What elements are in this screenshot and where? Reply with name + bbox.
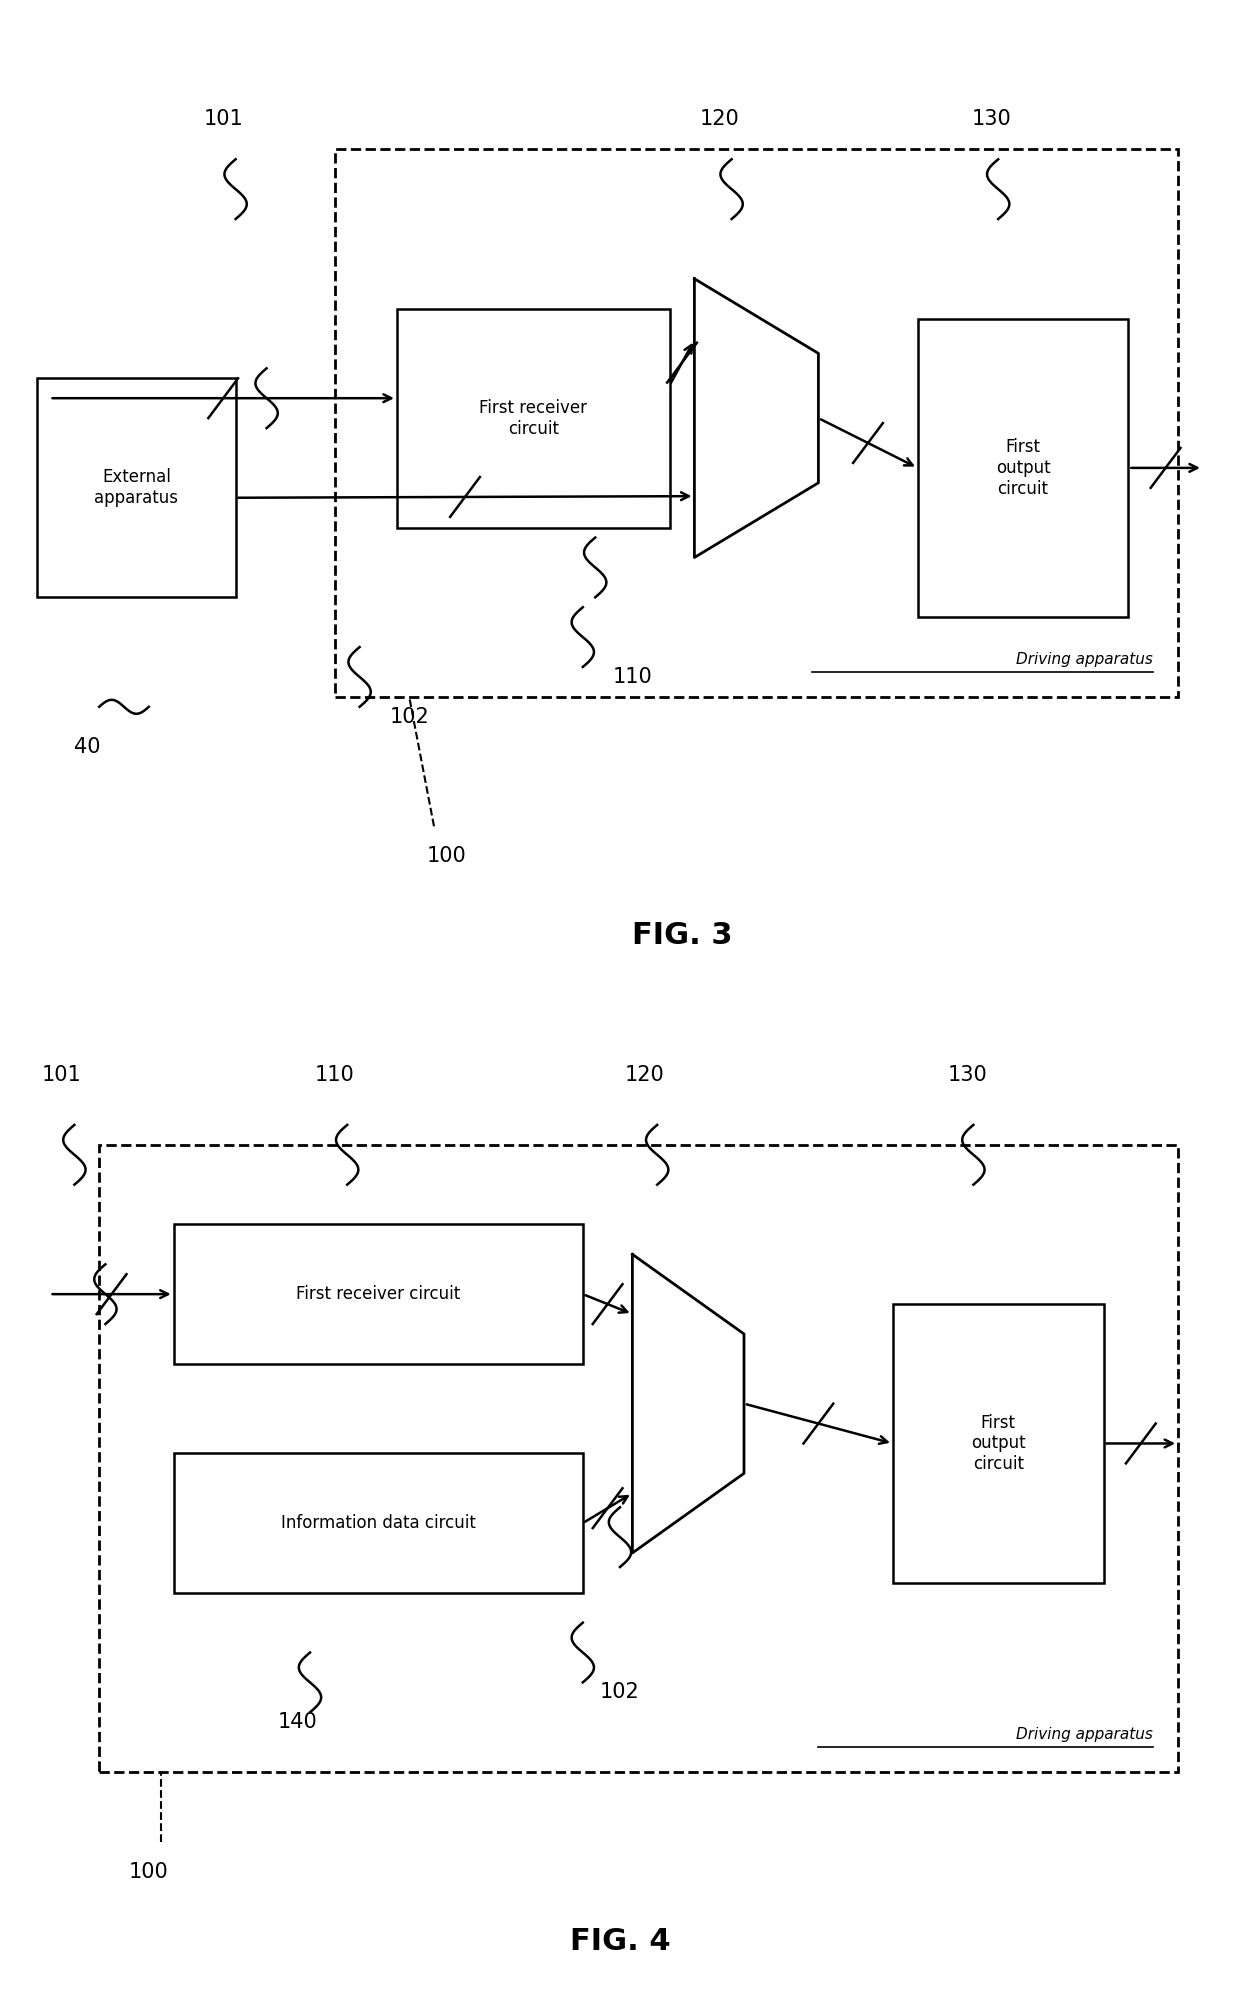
Text: 120: 120 (699, 110, 739, 129)
Text: 140: 140 (278, 1712, 317, 1732)
Text: 102: 102 (389, 707, 429, 727)
Text: 102: 102 (600, 1682, 640, 1702)
Bar (174, 1453, 583, 1593)
Text: First
output
circuit: First output circuit (996, 438, 1050, 498)
Text: 100: 100 (427, 846, 466, 866)
Bar (99, 1145, 1178, 1772)
Text: 40: 40 (73, 737, 100, 757)
Bar (893, 1304, 1104, 1583)
Text: 110: 110 (315, 1065, 355, 1085)
Text: 120: 120 (625, 1065, 665, 1085)
Text: 100: 100 (129, 1862, 169, 1881)
Bar (37, 378, 236, 597)
Text: 110: 110 (613, 667, 652, 687)
Text: Information data circuit: Information data circuit (280, 1513, 476, 1533)
Text: First
output
circuit: First output circuit (971, 1414, 1025, 1473)
Text: 101: 101 (42, 1065, 82, 1085)
Text: FIG. 3: FIG. 3 (631, 922, 733, 950)
Bar (174, 1224, 583, 1364)
Text: 130: 130 (947, 1065, 987, 1085)
Text: External
apparatus: External apparatus (94, 468, 179, 508)
Text: 101: 101 (203, 110, 243, 129)
Bar (918, 319, 1128, 617)
Text: First receiver circuit: First receiver circuit (296, 1284, 460, 1304)
Text: FIG. 4: FIG. 4 (569, 1927, 671, 1955)
Bar (335, 149, 1178, 697)
Text: First receiver
circuit: First receiver circuit (479, 398, 588, 438)
Bar (397, 309, 670, 528)
Text: Driving apparatus: Driving apparatus (1017, 651, 1153, 667)
Text: Driving apparatus: Driving apparatus (1017, 1726, 1153, 1742)
Text: 130: 130 (972, 110, 1012, 129)
